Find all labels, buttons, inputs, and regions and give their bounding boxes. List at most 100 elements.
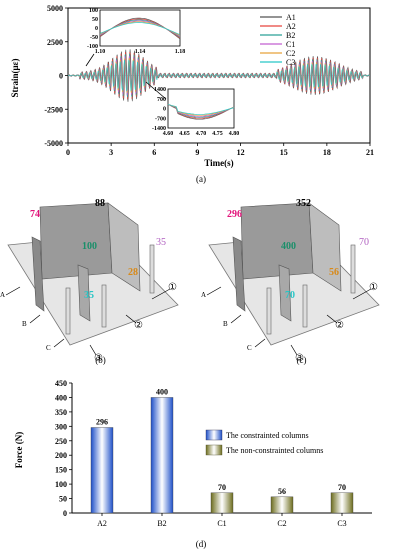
mark-2-b: ② [134,320,143,331]
inset-y-tick: 700 [157,97,166,103]
bar-value-label: 70 [338,483,346,492]
bar-value-label: 56 [278,487,286,496]
y-tick-label-d: 450 [55,379,67,388]
structure-diagram-c: 352 296 400 70 56 70 A B C ① ② ③ [201,198,380,364]
y-tick-label-d: 300 [55,422,67,431]
value-left-c: 296 [227,209,242,220]
value-top-b: 88 [95,198,105,209]
legend-label-a1: A1 [286,13,296,22]
y-axis-label-d: Force (N) [14,432,24,469]
value-bottom-c: 70 [285,290,295,301]
inset-line-c3 [167,103,235,115]
value-bottom-b: 35 [84,290,94,301]
inset-line-a1 [167,103,235,120]
mark-1-c: ① [369,282,378,293]
inset-2-pointer [145,81,167,100]
y-tick-label-d: 400 [55,393,67,402]
x-tick-label: 6 [152,148,156,157]
inset-x-tick: 1.18 [175,49,186,55]
inset-1-pointer [85,53,95,67]
inset-y-tick: -700 [155,116,166,122]
x-tick-label: 3 [109,148,113,157]
mark-3-b: ③ [94,353,103,364]
axis-label-c-b: C [46,344,51,352]
bar-value-label: 296 [96,417,108,426]
force-bar-chart: 0 50 100 150 200 250 300 350 400 450 296 A2 400 B2 70… [14,379,372,549]
isometric-model-c [206,202,380,356]
legend-label-c3: C3 [286,58,295,67]
x-tick-label: 18 [323,148,331,157]
y-tick-label: 5000 [47,4,63,13]
bar-c2 [270,496,294,514]
isometric-model-b [5,202,179,356]
y-tick-label: 0 [59,72,63,81]
x-tick-label: 9 [195,148,199,157]
inset-y-tick: -1400 [152,126,166,132]
x-tick-label-d: C3 [337,519,346,528]
inset-y-tick: 1400 [154,87,166,93]
bar-c3 [330,492,354,514]
x-tick-label: 21 [366,148,374,157]
inset-y-tick: 0 [95,26,98,32]
axis-label-b-c: B [223,320,228,328]
mark-3-c: ③ [295,353,304,364]
legend-label-a2: A2 [286,22,296,31]
y-tick-label: 2500 [47,38,63,47]
y-tick-label: -2500 [44,105,63,114]
value-right-c: 70 [359,237,369,248]
bar-value-label: 400 [156,387,168,396]
inset-y-tick: 0 [163,107,166,113]
x-tick-label-d: B2 [157,519,166,528]
inset-y-tick: 50 [92,17,98,23]
legend-swatch-constrained [205,429,223,441]
x-tick-label: 12 [237,148,245,157]
y-axis-label: Strain(με) [10,59,20,98]
x-tick-label-d: A2 [97,519,107,528]
inset-x-tick: 4.80 [229,131,240,137]
bar-a2 [90,427,114,514]
y-tick-label-d: 100 [55,480,67,489]
inset-x-tick: 4.60 [163,131,174,137]
value-left-b: 74 [30,209,40,220]
inset-x-tick: 1.10 [95,49,106,55]
inset-x-tick: 4.75 [212,131,223,137]
caption-d: (d) [196,539,207,549]
value-center-c: 400 [281,241,296,252]
legend-label-non-constrained: The non-constrainted columns [226,446,323,455]
legend-d: The constrainted columns The non-constra… [205,429,323,456]
inset-x-tick: 4.70 [196,131,207,137]
value-front-c: 56 [329,267,339,278]
mark-1-b: ① [168,282,177,293]
inset-line-c3 [99,22,181,35]
y-tick-label-d: 0 [63,509,67,518]
caption-b-text: (b) [95,355,106,365]
y-tick-label-d: 250 [55,437,67,446]
value-right-b: 35 [156,237,166,248]
inset-x-tick: 1.14 [135,49,146,55]
x-axis-label: Time(s) [204,158,233,168]
series-line-c3 [67,59,370,92]
inset-x-tick: 4.65 [179,131,190,137]
value-center-b: 100 [82,241,97,252]
axis-label-b-b: B [22,320,27,328]
mark-2-c: ② [335,320,344,331]
legend-label-c1: C1 [286,40,295,49]
structure-diagram-b: 88 74 100 35 28 35 A B C ① ② ③ (b) [0,198,179,364]
axis-label-a-c: A [201,291,206,299]
legend-swatch-non-constrained [205,444,223,456]
y-tick-label-d: 150 [55,466,67,475]
y-tick-label-d: 200 [55,451,67,460]
x-tick-label-d: C2 [277,519,286,528]
caption-a: (a) [196,174,206,184]
bar-b2 [150,397,174,514]
inset-line-c2 [167,103,235,116]
value-top-c: 352 [296,198,311,209]
x-tick-label-d: C1 [217,519,226,528]
y-tick-label: -5000 [44,139,63,148]
legend-label-b2: B2 [286,31,295,40]
axis-label-c-c: C [247,344,252,352]
x-tick-label: 0 [66,148,70,157]
